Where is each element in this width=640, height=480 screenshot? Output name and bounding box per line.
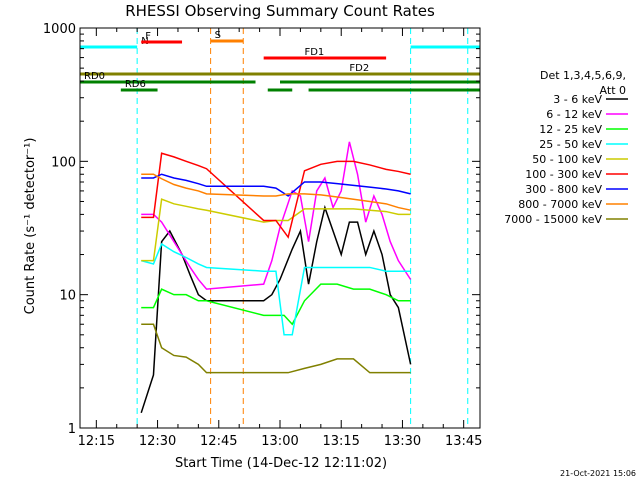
flag-label-rd0: RD0 (84, 71, 105, 82)
x-tick-label-6: 13:45 (445, 434, 482, 449)
series-line-7 (141, 173, 411, 211)
y-tick-label-2: 100 (51, 155, 76, 170)
x-tick-label-2: 12:45 (200, 434, 237, 449)
series-line-3 (141, 242, 411, 336)
flag-label-f: F (145, 31, 151, 42)
legend-label-3: 25 - 50 keV (539, 138, 602, 151)
legend-label-1: 6 - 12 keV (546, 108, 602, 121)
series-line-6 (141, 173, 411, 197)
legend-label-7: 800 - 7000 keV (518, 198, 602, 211)
series-line-2 (141, 283, 411, 326)
y-tick-label-3: 1000 (43, 22, 76, 37)
flag-bars: NFSFD1FD2RD0RD6 (80, 30, 480, 92)
y-axis-label: Count Rate (s⁻¹ detector⁻¹) (23, 138, 38, 315)
legend-label-4: 50 - 100 keV (532, 153, 602, 166)
x-tick-label-1: 12:30 (139, 434, 176, 449)
legend-label-5: 100 - 300 keV (525, 168, 602, 181)
x-tick-label-5: 13:30 (384, 434, 421, 449)
series-line-5 (141, 152, 411, 239)
x-axis-label: Start Time (14-Dec-12 12:11:02) (175, 456, 387, 471)
series-lines (140, 141, 412, 414)
chart-title: RHESSI Observing Summary Count Rates (125, 2, 435, 20)
flag-label-fd1: FD1 (304, 47, 324, 58)
x-tick-label-3: 13:00 (261, 434, 298, 449)
legend-label-2: 12 - 25 keV (539, 123, 602, 136)
flag-label-fd2: FD2 (349, 63, 369, 74)
legend-header-0: Det 1,3,4,5,6,9, (540, 69, 626, 82)
axes: 1 10 100 1000 12:15 12:30 12:45 13:00 13:15 13:30… (43, 22, 483, 449)
x-tick-label-0: 12:15 (78, 434, 115, 449)
footer-timestamp: 21-Oct-2021 15:06 (560, 469, 636, 478)
legend-label-8: 7000 - 15000 keV (504, 213, 602, 226)
y-tick-label-0: 1 (68, 422, 76, 437)
legend-label-0: 3 - 6 keV (553, 93, 602, 106)
series-line-4 (141, 198, 411, 262)
legend: Det 1,3,4,5,6,9, Att 03 - 6 keV 6 - 12 keV… (504, 69, 628, 226)
flag-label-rd6: RD6 (125, 79, 146, 90)
legend-label-6: 300 - 800 keV (525, 183, 602, 196)
x-tick-label-4: 13:15 (322, 434, 359, 449)
series-line-8 (141, 323, 411, 374)
y-tick-label-1: 10 (59, 289, 76, 304)
flag-label-s: S (215, 30, 221, 41)
legend-header-1: Att 0 (600, 84, 626, 97)
